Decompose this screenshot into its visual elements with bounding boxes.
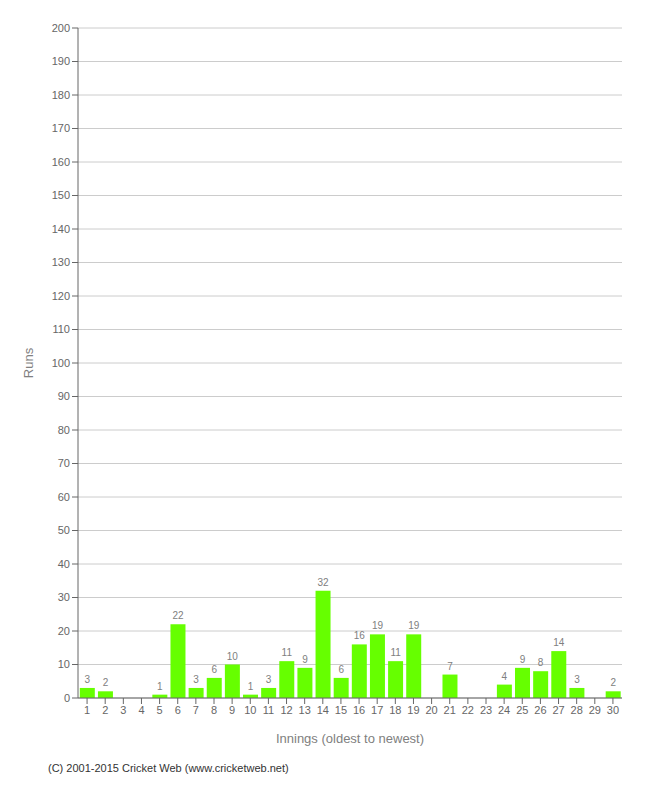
svg-text:10: 10 bbox=[227, 651, 239, 662]
svg-text:160: 160 bbox=[52, 156, 70, 168]
svg-text:16: 16 bbox=[353, 704, 365, 716]
svg-text:3: 3 bbox=[193, 674, 199, 685]
svg-text:190: 190 bbox=[52, 55, 70, 67]
svg-text:1: 1 bbox=[84, 704, 90, 716]
svg-text:5: 5 bbox=[157, 704, 163, 716]
svg-text:19: 19 bbox=[408, 620, 420, 631]
svg-text:19: 19 bbox=[407, 704, 419, 716]
svg-text:13: 13 bbox=[299, 704, 311, 716]
svg-text:18: 18 bbox=[389, 704, 401, 716]
svg-text:29: 29 bbox=[589, 704, 601, 716]
svg-text:16: 16 bbox=[354, 630, 366, 641]
svg-text:80: 80 bbox=[58, 424, 70, 436]
svg-text:25: 25 bbox=[516, 704, 528, 716]
svg-text:70: 70 bbox=[58, 457, 70, 469]
svg-text:2: 2 bbox=[102, 704, 108, 716]
svg-text:3: 3 bbox=[266, 674, 272, 685]
svg-text:11: 11 bbox=[390, 647, 401, 658]
svg-text:20: 20 bbox=[425, 704, 437, 716]
svg-text:14: 14 bbox=[553, 637, 565, 648]
svg-text:19: 19 bbox=[372, 620, 384, 631]
svg-text:120: 120 bbox=[52, 290, 70, 302]
svg-text:3: 3 bbox=[120, 704, 126, 716]
svg-text:1: 1 bbox=[157, 681, 163, 692]
svg-text:4: 4 bbox=[502, 671, 508, 682]
svg-text:17: 17 bbox=[371, 704, 383, 716]
svg-text:60: 60 bbox=[58, 491, 70, 503]
svg-text:6: 6 bbox=[211, 664, 217, 675]
svg-text:180: 180 bbox=[52, 89, 70, 101]
svg-text:24: 24 bbox=[498, 704, 510, 716]
svg-text:3: 3 bbox=[574, 674, 580, 685]
svg-text:3: 3 bbox=[85, 674, 91, 685]
svg-text:7: 7 bbox=[193, 704, 199, 716]
svg-text:2: 2 bbox=[103, 677, 109, 688]
svg-text:50: 50 bbox=[58, 524, 70, 536]
svg-text:7: 7 bbox=[447, 661, 453, 672]
svg-text:8: 8 bbox=[211, 704, 217, 716]
svg-text:11: 11 bbox=[282, 647, 293, 658]
svg-text:Runs: Runs bbox=[21, 347, 36, 378]
svg-text:110: 110 bbox=[52, 323, 70, 335]
svg-text:23: 23 bbox=[480, 704, 492, 716]
svg-text:15: 15 bbox=[335, 704, 347, 716]
svg-text:90: 90 bbox=[58, 390, 70, 402]
svg-text:14: 14 bbox=[317, 704, 329, 716]
html-text:(C) 2001-2015 Cricket Web (www: (C) 2001-2015 Cricket Web (www.cricketwe… bbox=[48, 762, 289, 774]
svg-text:10: 10 bbox=[244, 704, 256, 716]
svg-text:28: 28 bbox=[571, 704, 583, 716]
svg-text:22: 22 bbox=[462, 704, 474, 716]
svg-text:21: 21 bbox=[444, 704, 456, 716]
svg-text:30: 30 bbox=[607, 704, 619, 716]
svg-text:10: 10 bbox=[58, 658, 70, 670]
svg-text:130: 130 bbox=[52, 256, 70, 268]
svg-text:11: 11 bbox=[263, 704, 274, 716]
svg-text:170: 170 bbox=[52, 122, 70, 134]
svg-text:200: 200 bbox=[52, 22, 70, 34]
svg-text:32: 32 bbox=[317, 577, 329, 588]
svg-text:9: 9 bbox=[229, 704, 235, 716]
svg-text:27: 27 bbox=[552, 704, 564, 716]
svg-text:1: 1 bbox=[248, 681, 254, 692]
svg-text:0: 0 bbox=[64, 692, 70, 704]
svg-text:9: 9 bbox=[520, 654, 526, 665]
svg-text:9: 9 bbox=[302, 654, 308, 665]
svg-text:22: 22 bbox=[172, 610, 184, 621]
svg-text:4: 4 bbox=[138, 704, 144, 716]
svg-text:Innings (oldest to newest): Innings (oldest to newest) bbox=[276, 731, 424, 746]
svg-text:12: 12 bbox=[280, 704, 292, 716]
svg-text:100: 100 bbox=[52, 357, 70, 369]
svg-text:2: 2 bbox=[610, 677, 616, 688]
svg-text:8: 8 bbox=[538, 657, 544, 668]
svg-text:20: 20 bbox=[58, 625, 70, 637]
svg-text:26: 26 bbox=[534, 704, 546, 716]
svg-text:30: 30 bbox=[58, 591, 70, 603]
svg-text:150: 150 bbox=[52, 189, 70, 201]
svg-text:40: 40 bbox=[58, 558, 70, 570]
svg-text:140: 140 bbox=[52, 223, 70, 235]
svg-text:6: 6 bbox=[175, 704, 181, 716]
svg-text:6: 6 bbox=[338, 664, 344, 675]
